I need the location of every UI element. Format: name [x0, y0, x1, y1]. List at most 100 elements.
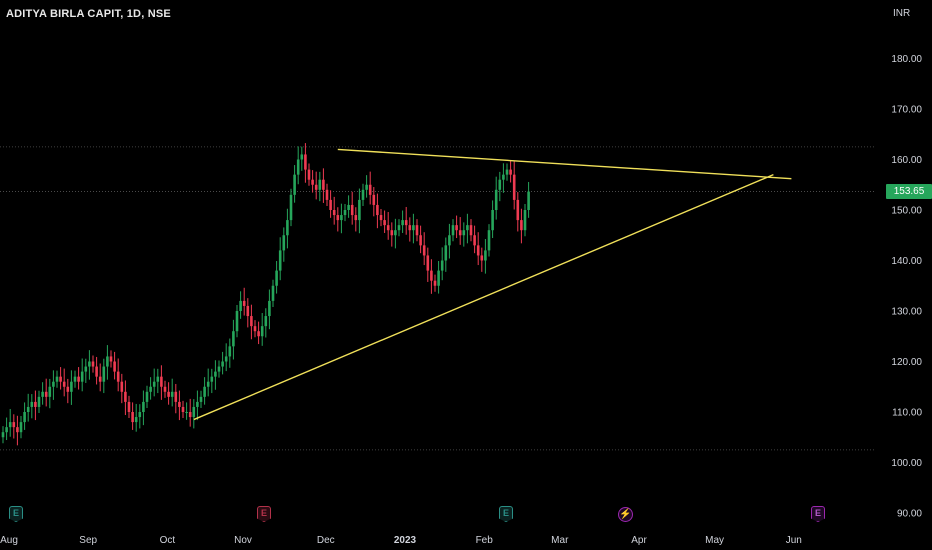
candle	[163, 386, 167, 392]
candle	[268, 300, 271, 317]
candle	[509, 169, 512, 175]
candle	[152, 381, 156, 387]
earnings-icon[interactable]: E	[811, 506, 825, 522]
candle	[505, 169, 509, 175]
candle	[487, 230, 491, 251]
candle	[37, 396, 41, 407]
candle	[354, 215, 358, 221]
candle	[199, 396, 203, 402]
candle	[286, 220, 289, 236]
candle	[430, 270, 433, 281]
candle	[437, 270, 440, 286]
candle	[368, 184, 372, 195]
candle	[55, 376, 59, 382]
candle	[433, 280, 437, 286]
y-tick-label: 90.00	[897, 509, 922, 520]
y-tick-label: 110.00	[892, 408, 922, 419]
candle	[469, 225, 473, 236]
x-tick-label: Sep	[79, 535, 97, 546]
candle	[145, 391, 149, 402]
candle	[343, 210, 347, 216]
candle	[412, 225, 415, 231]
candle	[235, 311, 239, 332]
candle	[44, 391, 48, 397]
x-tick-label: May	[705, 535, 724, 546]
candle	[80, 371, 84, 382]
candle	[98, 376, 102, 382]
candle	[167, 391, 170, 397]
x-tick-label: Jun	[786, 535, 802, 546]
candle	[458, 230, 462, 236]
candle	[1, 432, 5, 438]
candle	[120, 381, 124, 392]
candle	[185, 412, 188, 413]
candle	[401, 220, 404, 226]
candle	[451, 225, 455, 236]
x-tick-label: Feb	[476, 535, 494, 546]
candle	[386, 225, 390, 231]
candle	[422, 245, 426, 256]
candle	[289, 194, 293, 221]
candle	[476, 245, 480, 256]
earnings-icon[interactable]: E	[9, 506, 23, 522]
x-tick-label: 2023	[394, 535, 417, 546]
candle	[444, 245, 448, 261]
candle	[203, 386, 206, 397]
candle	[466, 225, 469, 231]
candle	[275, 270, 278, 286]
x-tick-label: Mar	[551, 535, 569, 546]
candle	[239, 300, 242, 311]
earnings-icon[interactable]: E	[257, 506, 271, 522]
y-tick-label: 170.00	[891, 105, 922, 116]
candle	[494, 189, 498, 210]
candle	[340, 215, 343, 221]
candle	[224, 356, 228, 362]
candle	[188, 412, 192, 418]
candle	[311, 179, 314, 185]
candle	[109, 356, 113, 362]
candle	[527, 191, 530, 210]
candle	[70, 381, 73, 392]
candle	[23, 412, 26, 423]
candle	[138, 412, 142, 418]
dividend-icon[interactable]: ⚡	[618, 507, 633, 522]
candle	[455, 225, 458, 231]
candle	[131, 412, 134, 423]
candle	[361, 189, 365, 200]
candle	[307, 169, 311, 180]
earnings-icon[interactable]: E	[499, 506, 513, 522]
candle	[350, 204, 354, 216]
candle	[498, 179, 502, 190]
candle	[440, 260, 444, 271]
y-tick-label: 180.00	[891, 54, 922, 65]
candle	[95, 366, 98, 377]
candle	[221, 361, 224, 367]
x-tick-label: Aug	[0, 535, 18, 546]
candle	[192, 406, 196, 418]
candle	[52, 381, 55, 387]
candle	[462, 230, 466, 236]
candle	[491, 210, 494, 231]
candle	[372, 194, 376, 205]
candle	[480, 255, 484, 261]
candle	[34, 401, 37, 407]
x-tick-label: Dec	[317, 535, 335, 546]
candle	[260, 326, 264, 337]
candle	[5, 427, 8, 433]
candle	[523, 210, 527, 231]
candle	[8, 422, 12, 428]
y-tick-label: 140.00	[891, 256, 922, 267]
candle	[322, 179, 325, 190]
candle	[66, 386, 70, 392]
candle	[300, 154, 304, 160]
candle	[77, 376, 80, 382]
candle	[106, 356, 109, 367]
candle	[88, 361, 91, 367]
candle	[257, 331, 260, 337]
candle	[124, 391, 127, 402]
candle	[232, 331, 235, 347]
candle	[26, 406, 30, 412]
candle	[228, 346, 232, 357]
candle	[419, 235, 422, 246]
